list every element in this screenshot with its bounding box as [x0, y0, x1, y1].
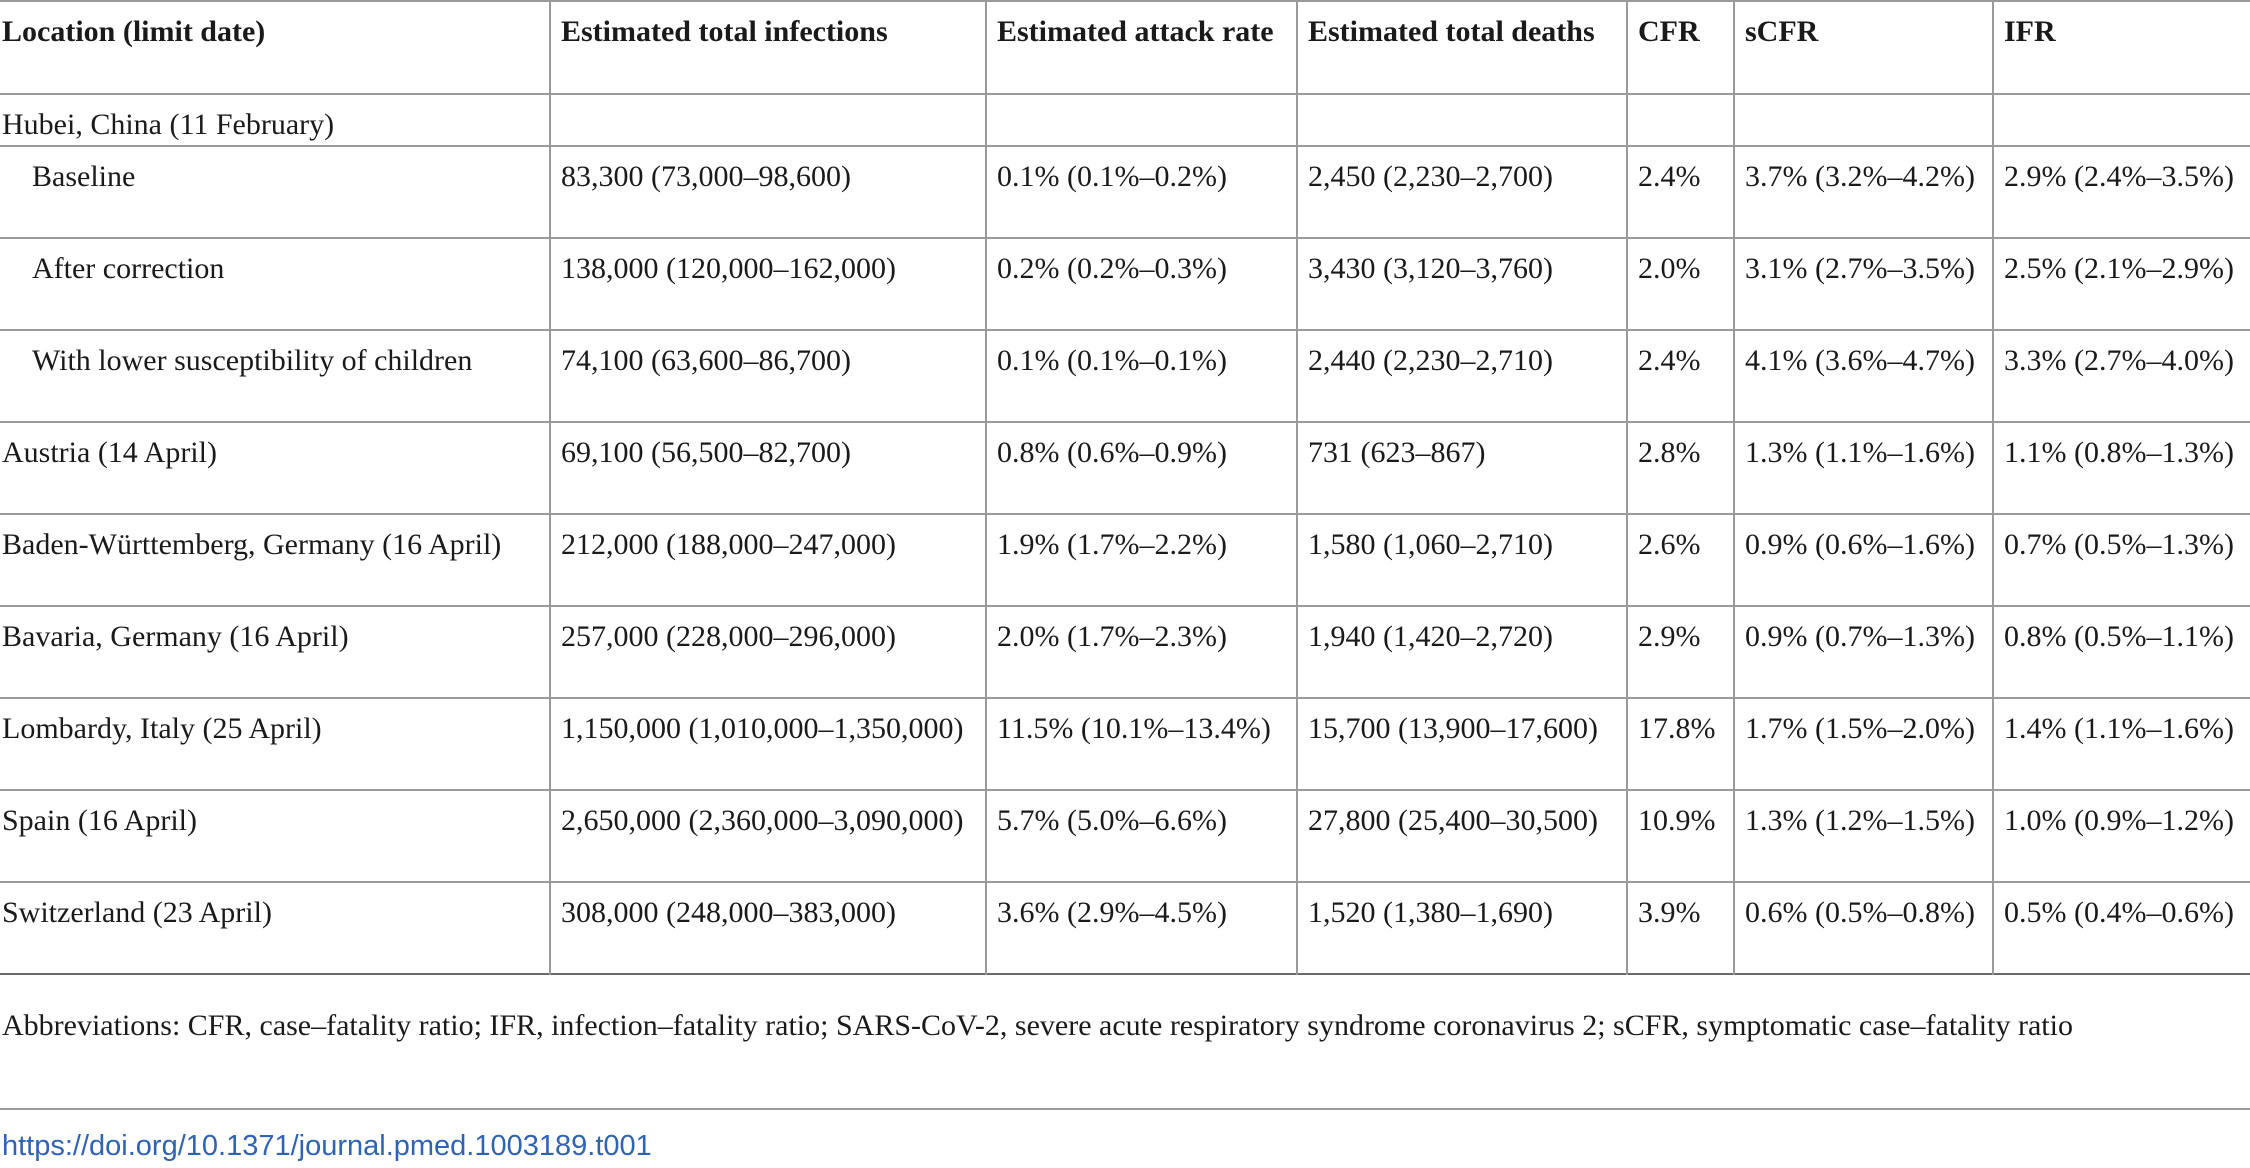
- table-cell: [985, 94, 1297, 146]
- table-cell: 2.5% (2.1%–2.9%): [1992, 238, 2250, 330]
- table-cell: 5.7% (5.0%–6.6%): [985, 790, 1297, 882]
- table-cell: 83,300 (73,000–98,600): [549, 146, 986, 238]
- column-header-cfr: CFR: [1626, 0, 1734, 95]
- table-cell: 731 (623–867): [1296, 422, 1627, 514]
- table-cell: 308,000 (248,000–383,000): [549, 882, 986, 974]
- table-row: After correction 138,000 (120,000–162,00…: [0, 238, 2250, 330]
- table-row: Lombardy, Italy (25 April) 1,150,000 (1,…: [0, 698, 2250, 790]
- table-row: Spain (16 April) 2,650,000 (2,360,000–3,…: [0, 790, 2250, 882]
- table-cell: Baseline: [32, 160, 136, 193]
- table-cell: Switzerland (23 April): [2, 896, 272, 929]
- table-cell: 0.2% (0.2%–0.3%): [985, 238, 1297, 330]
- column-header-scfr: sCFR: [1733, 0, 1993, 95]
- table-row: Austria (14 April) 69,100 (56,500–82,700…: [0, 422, 2250, 514]
- table-cell: [1296, 94, 1627, 146]
- table-cell: [1626, 94, 1734, 146]
- table-cell: 1.3% (1.1%–1.6%): [1733, 422, 1993, 514]
- table-cell: Hubei, China (11 February): [2, 108, 335, 141]
- table-cell: 2.6%: [1626, 514, 1734, 606]
- column-header-deaths: Estimated total deaths: [1296, 0, 1627, 95]
- table-cell: 2.4%: [1626, 330, 1734, 422]
- table-cell: 10.9%: [1626, 790, 1734, 882]
- table-cell: 3.1% (2.7%–3.5%): [1733, 238, 1993, 330]
- column-header-ifr: IFR: [1992, 0, 2250, 95]
- table-cell: 2.0% (1.7%–2.3%): [985, 606, 1297, 698]
- table-cell: 0.1% (0.1%–0.2%): [985, 146, 1297, 238]
- table-cell: 257,000 (228,000–296,000): [549, 606, 986, 698]
- table-cell: 74,100 (63,600–86,700): [549, 330, 986, 422]
- table-cell: 0.9% (0.6%–1.6%): [1733, 514, 1993, 606]
- table-cell: 2.9%: [1626, 606, 1734, 698]
- table-row: With lower susceptibility of children 74…: [0, 330, 2250, 422]
- table-cell: 2.0%: [1626, 238, 1734, 330]
- header-row: Location (limit date) Estimated total in…: [0, 0, 2250, 95]
- table-cell: 3.9%: [1626, 882, 1734, 974]
- table-cell: 1.3% (1.2%–1.5%): [1733, 790, 1993, 882]
- table-cell: 0.7% (0.5%–1.3%): [1992, 514, 2250, 606]
- abbreviations-footnote: Abbreviations: CFR, case–fatality ratio;…: [2, 1009, 2073, 1042]
- table-cell: [1733, 94, 1993, 146]
- table-cell: 17.8%: [1626, 698, 1734, 790]
- table-cell: 1.0% (0.9%–1.2%): [1992, 790, 2250, 882]
- table-cell: 1,940 (1,420–2,720): [1296, 606, 1627, 698]
- table-cell: 2.8%: [1626, 422, 1734, 514]
- table-cell: [1992, 94, 2250, 146]
- table-cell: 27,800 (25,400–30,500): [1296, 790, 1627, 882]
- table-cell: 2.4%: [1626, 146, 1734, 238]
- table-cell: 1.7% (1.5%–2.0%): [1733, 698, 1993, 790]
- table-row: Hubei, China (11 February): [0, 94, 2250, 146]
- table-cell: 3.7% (3.2%–4.2%): [1733, 146, 1993, 238]
- table-cell: 69,100 (56,500–82,700): [549, 422, 986, 514]
- table-cell: Spain (16 April): [2, 804, 197, 837]
- table-cell: 4.1% (3.6%–4.7%): [1733, 330, 1993, 422]
- table-cell: 2,450 (2,230–2,700): [1296, 146, 1627, 238]
- table-cell: 1.1% (0.8%–1.3%): [1992, 422, 2250, 514]
- table-cell: 0.8% (0.6%–0.9%): [985, 422, 1297, 514]
- table-cell: After correction: [32, 252, 225, 285]
- table-row: Baseline 83,300 (73,000–98,600) 0.1% (0.…: [0, 146, 2250, 238]
- table-cell: 3,430 (3,120–3,760): [1296, 238, 1627, 330]
- table-cell: 11.5% (10.1%–13.4%): [985, 698, 1297, 790]
- table-cell: 0.9% (0.7%–1.3%): [1733, 606, 1993, 698]
- table-cell: Bavaria, Germany (16 April): [2, 620, 349, 653]
- results-table: Location (limit date) Estimated total in…: [0, 0, 2250, 974]
- divider: [0, 1108, 2250, 1110]
- table-row: Baden-Württemberg, Germany (16 April) 21…: [0, 514, 2250, 606]
- table-cell: Baden-Württemberg, Germany (16 April): [2, 528, 502, 561]
- table-cell: [549, 94, 986, 146]
- table-cell: 0.5% (0.4%–0.6%): [1992, 882, 2250, 974]
- table-cell: 212,000 (188,000–247,000): [549, 514, 986, 606]
- table-cell: Austria (14 April): [2, 436, 217, 469]
- table-row: Switzerland (23 April) 308,000 (248,000–…: [0, 882, 2250, 974]
- table-cell: 1,150,000 (1,010,000–1,350,000): [549, 698, 986, 790]
- table-cell: 1.4% (1.1%–1.6%): [1992, 698, 2250, 790]
- table-cell: 15,700 (13,900–17,600): [1296, 698, 1627, 790]
- table-cell: 138,000 (120,000–162,000): [549, 238, 986, 330]
- doi-link[interactable]: https://doi.org/10.1371/journal.pmed.100…: [2, 1130, 652, 1162]
- column-header-infections: Estimated total infections: [549, 0, 986, 95]
- table-cell: 1,520 (1,380–1,690): [1296, 882, 1627, 974]
- table-cell: 2.9% (2.4%–3.5%): [1992, 146, 2250, 238]
- table-cell: 2,650,000 (2,360,000–3,090,000): [549, 790, 986, 882]
- table-cell: 1,580 (1,060–2,710): [1296, 514, 1627, 606]
- table-cell: Lombardy, Italy (25 April): [2, 712, 322, 745]
- table-cell: 0.8% (0.5%–1.1%): [1992, 606, 2250, 698]
- table-cell: 0.6% (0.5%–0.8%): [1733, 882, 1993, 974]
- table-cell: With lower susceptibility of children: [32, 344, 473, 377]
- table-cell: 0.1% (0.1%–0.1%): [985, 330, 1297, 422]
- column-header-attack-rate: Estimated attack rate: [985, 0, 1297, 95]
- table-cell: 3.3% (2.7%–4.0%): [1992, 330, 2250, 422]
- table-cell: 2,440 (2,230–2,710): [1296, 330, 1627, 422]
- table-cell: 1.9% (1.7%–2.2%): [985, 514, 1297, 606]
- table-cell: 3.6% (2.9%–4.5%): [985, 882, 1297, 974]
- column-header-location: Location (limit date): [0, 0, 550, 95]
- table-row: Bavaria, Germany (16 April) 257,000 (228…: [0, 606, 2250, 698]
